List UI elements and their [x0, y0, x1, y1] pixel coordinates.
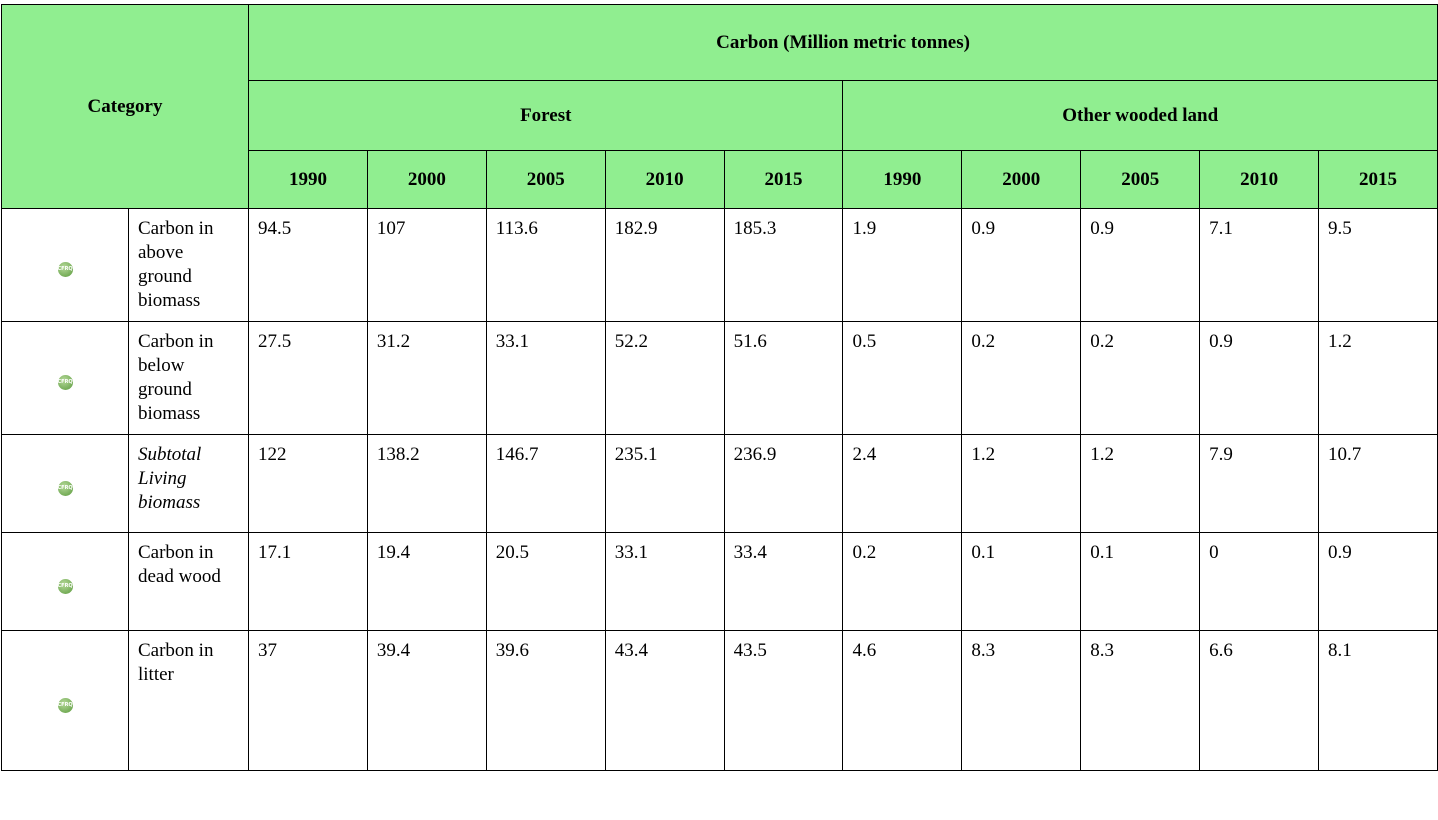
value-cell: 94.5	[248, 208, 368, 322]
value-cell: 52.2	[604, 321, 725, 435]
value-cell: 43.4	[604, 630, 725, 771]
year-header: 2005	[485, 150, 606, 209]
value-cell: 2.4	[842, 434, 963, 533]
value-cell: 1.2	[1318, 321, 1438, 435]
table-row: CFRQ Carbon in above ground biomass 94.5 10…	[1, 208, 1438, 322]
row-label: Subtotal Living biomass	[127, 434, 250, 533]
carbon-table: Category Carbon (Million metric tonnes) …	[0, 4, 1438, 771]
value-cell: 0.1	[961, 532, 1082, 631]
year-header: 1990	[248, 150, 368, 209]
carbon-header: Carbon (Million metric tonnes)	[248, 4, 1438, 81]
owl-header: Other wooded land	[842, 80, 1438, 151]
value-cell: 0.9	[1080, 208, 1201, 322]
icon-cell: CFRQ	[1, 434, 129, 533]
value-cell: 138.2	[366, 434, 487, 533]
icon-cell: CFRQ	[1, 321, 129, 435]
value-cell: 8.1	[1318, 630, 1438, 771]
year-header: 2010	[1199, 150, 1320, 209]
value-cell: 0.2	[842, 532, 963, 631]
value-cell: 0.5	[842, 321, 963, 435]
value-cell: 8.3	[1080, 630, 1201, 771]
value-cell: 0.2	[961, 321, 1082, 435]
icon-cell: CFRQ	[1, 630, 129, 771]
value-cell: 8.3	[961, 630, 1082, 771]
value-cell: 1.9	[842, 208, 963, 322]
value-cell: 107	[366, 208, 487, 322]
value-cell: 7.1	[1199, 208, 1320, 322]
cfrq-badge: CFRQ	[57, 578, 73, 594]
value-cell: 27.5	[248, 321, 368, 435]
cfrq-badge: CFRQ	[57, 375, 73, 390]
year-header: 2015	[723, 150, 844, 209]
table-row: CFRQ Subtotal Living biomass 122 138.2 146.7…	[1, 434, 1438, 533]
value-cell: 122	[248, 434, 368, 533]
icon-cell: CFRQ	[1, 208, 129, 322]
row-label: Carbon in dead wood	[127, 532, 250, 631]
value-cell: 20.5	[485, 532, 606, 631]
value-cell: 4.6	[842, 630, 963, 771]
table-row: CFRQ Carbon in litter 37 39.4 39.6 43.4 43.5 4.…	[1, 630, 1438, 771]
value-cell: 31.2	[366, 321, 487, 435]
year-header: 2000	[366, 150, 487, 209]
value-cell: 39.4	[366, 630, 487, 771]
year-header: 2015	[1318, 150, 1438, 209]
page: Category Carbon (Million metric tonnes) …	[0, 4, 1438, 820]
value-cell: 39.6	[485, 630, 606, 771]
value-cell: 113.6	[485, 208, 606, 322]
row-label: Carbon in litter	[127, 630, 250, 771]
table-header: Category Carbon (Million metric tonnes) …	[0, 4, 1438, 209]
value-cell: 33.4	[723, 532, 844, 631]
year-header: 2000	[961, 150, 1082, 209]
year-header: 2010	[604, 150, 725, 209]
category-header: Category	[0, 4, 250, 209]
value-cell: 182.9	[604, 208, 725, 322]
row-label: Carbon in below ground biomass	[127, 321, 250, 435]
value-cell: 0.2	[1080, 321, 1201, 435]
value-cell: 17.1	[248, 532, 368, 631]
value-cell: 236.9	[723, 434, 844, 533]
year-header: 2005	[1080, 150, 1201, 209]
value-cell: 6.6	[1199, 630, 1320, 771]
value-cell: 0.9	[1318, 532, 1438, 631]
value-cell: 9.5	[1318, 208, 1438, 322]
value-cell: 19.4	[366, 532, 487, 631]
value-cell: 146.7	[485, 434, 606, 533]
cfrq-badge: CFRQ	[57, 480, 73, 496]
cfrq-badge: CFRQ	[57, 262, 73, 277]
value-cell: 185.3	[723, 208, 844, 322]
value-cell: 0.1	[1080, 532, 1201, 631]
table-row: CFRQ Carbon in dead wood 17.1 19.4 20.5 33.1 3…	[1, 532, 1438, 631]
value-cell: 1.2	[1080, 434, 1201, 533]
value-cell: 1.2	[961, 434, 1082, 533]
value-cell: 0.9	[1199, 321, 1320, 435]
value-cell: 37	[248, 630, 368, 771]
row-label: Carbon in above ground biomass	[127, 208, 250, 322]
value-cell: 10.7	[1318, 434, 1438, 533]
value-cell: 0.9	[961, 208, 1082, 322]
cfrq-badge: CFRQ	[57, 697, 73, 713]
value-cell: 235.1	[604, 434, 725, 533]
forest-header: Forest	[248, 80, 844, 151]
value-cell: 7.9	[1199, 434, 1320, 533]
value-cell: 0	[1199, 532, 1320, 631]
value-cell: 33.1	[604, 532, 725, 631]
year-header: 1990	[842, 150, 963, 209]
value-cell: 43.5	[723, 630, 844, 771]
icon-cell: CFRQ	[1, 532, 129, 631]
value-cell: 33.1	[485, 321, 606, 435]
table-body: CFRQ Carbon in above ground biomass 94.5 10…	[1, 208, 1438, 771]
table-row: CFRQ Carbon in below ground biomass 27.5 31…	[1, 321, 1438, 435]
value-cell: 51.6	[723, 321, 844, 435]
